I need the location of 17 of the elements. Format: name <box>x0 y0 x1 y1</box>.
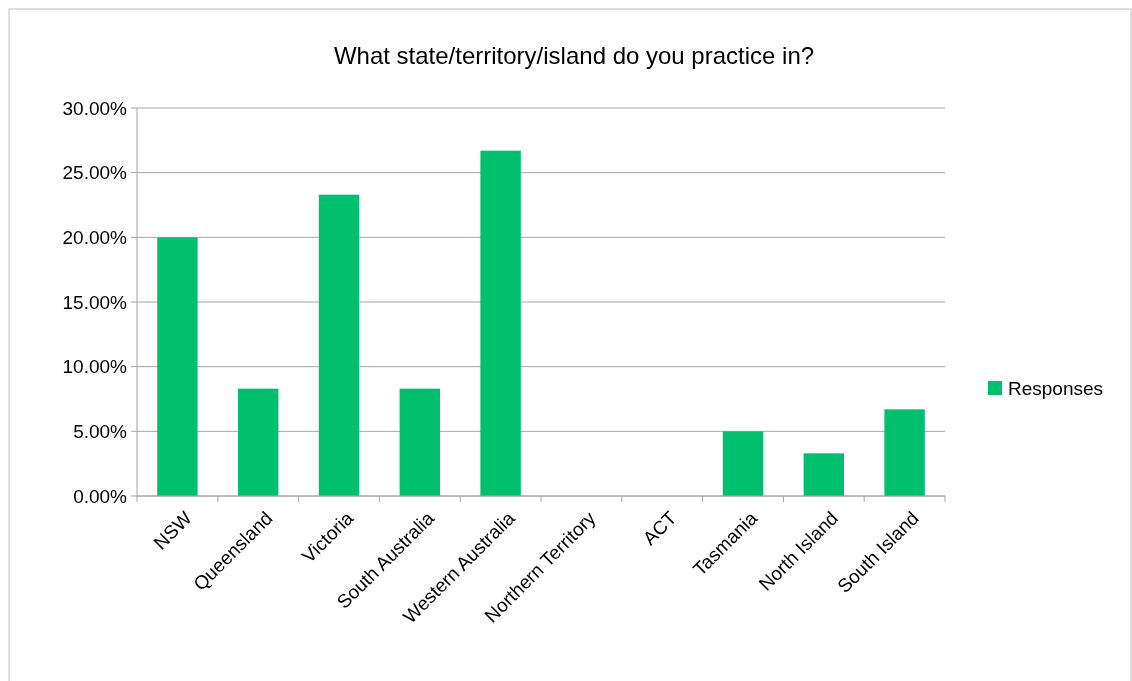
bar <box>884 409 925 496</box>
bar <box>480 150 521 496</box>
y-tick-label: 25.00% <box>62 162 128 184</box>
y-tick-label: 0.00% <box>73 485 128 507</box>
bar <box>318 194 360 496</box>
bar <box>399 388 440 496</box>
y-tick-label: 5.00% <box>73 420 128 442</box>
chart-title: What state/territory/island do you practice in? <box>333 42 815 69</box>
bar <box>722 431 764 496</box>
y-tick-label: 20.00% <box>62 226 128 248</box>
bar <box>803 453 844 496</box>
y-tick-label: 10.00% <box>62 356 128 378</box>
bar <box>238 388 279 496</box>
bar <box>157 237 198 496</box>
legend-label: Responses <box>1008 377 1104 399</box>
y-tick-label: 15.00% <box>62 291 128 313</box>
y-tick-label: 30.00% <box>62 97 128 119</box>
